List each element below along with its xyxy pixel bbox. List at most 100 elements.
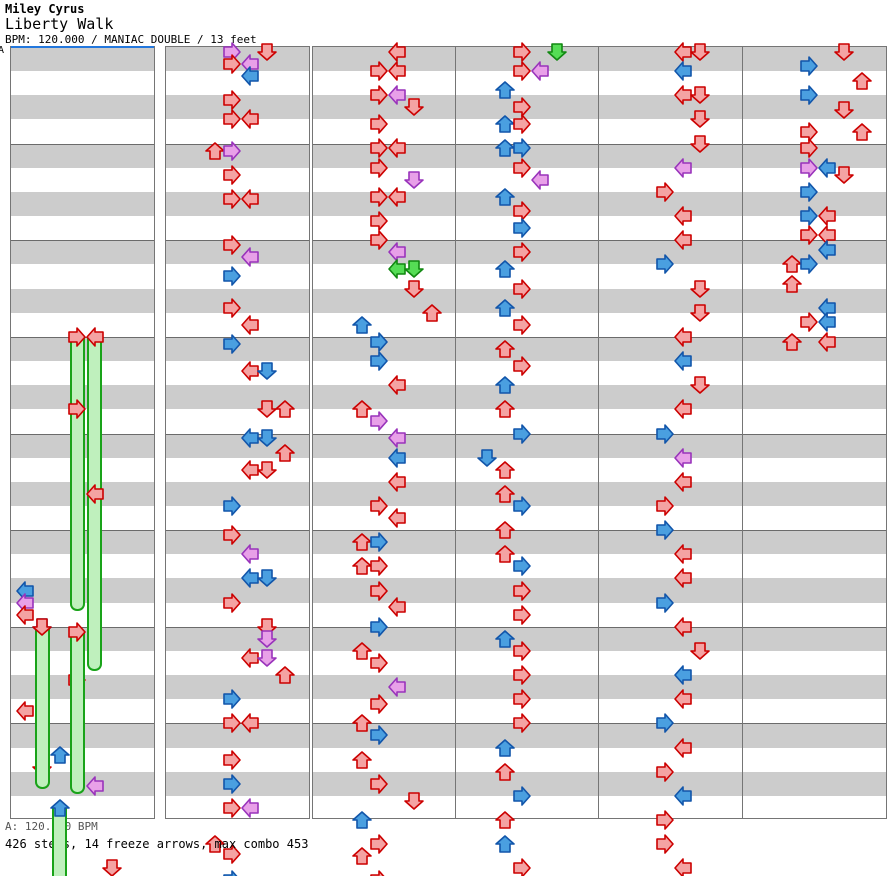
note-arrow-up[interactable] [274,664,296,686]
note-arrow-down[interactable] [101,857,123,876]
note-arrow-left[interactable] [239,360,261,382]
note-arrow-right[interactable] [221,164,243,186]
note-arrow-left[interactable] [672,326,694,348]
note-arrow-right[interactable] [511,96,533,118]
note-arrow-down[interactable] [689,41,711,63]
note-arrow-right[interactable] [368,350,390,372]
note-arrow-up[interactable] [494,113,516,135]
note-arrow-up[interactable] [351,845,373,867]
note-arrow-right[interactable] [368,693,390,715]
note-arrow-right[interactable] [221,869,243,876]
note-arrow-down[interactable] [833,99,855,121]
note-arrow-right[interactable] [368,60,390,82]
note-arrow-up[interactable] [351,314,373,336]
note-arrow-right[interactable] [368,616,390,638]
note-arrow-left[interactable] [239,65,261,87]
note-arrow-up[interactable] [274,398,296,420]
note-arrow-down[interactable] [689,640,711,662]
note-arrow-right[interactable] [368,833,390,855]
note-arrow-left[interactable] [239,459,261,481]
note-arrow-left[interactable] [239,108,261,130]
note-arrow-left[interactable] [672,688,694,710]
note-arrow-up[interactable] [351,809,373,831]
note-arrow-right[interactable] [798,224,820,246]
note-arrow-left[interactable] [672,41,694,63]
note-arrow-left[interactable] [816,205,838,227]
chart-column-5[interactable] [598,42,743,876]
note-arrow-right[interactable] [368,137,390,159]
note-arrow-right[interactable] [221,749,243,771]
freeze-arrow-body[interactable] [34,626,50,789]
note-arrow-right[interactable] [368,410,390,432]
note-arrow-left[interactable] [672,157,694,179]
note-arrow-down[interactable] [256,459,278,481]
note-arrow-right[interactable] [221,188,243,210]
note-arrow-right[interactable] [511,664,533,686]
note-arrow-left[interactable] [672,616,694,638]
note-arrow-left[interactable] [386,676,408,698]
note-arrow-down[interactable] [403,258,425,280]
note-arrow-down[interactable] [689,108,711,130]
note-arrow-left[interactable] [672,543,694,565]
note-arrow-left[interactable] [672,857,694,876]
note-arrow-up[interactable] [494,186,516,208]
note-arrow-left[interactable] [386,258,408,280]
note-arrow-left[interactable] [816,239,838,261]
note-arrow-right[interactable] [511,580,533,602]
note-arrow-left[interactable] [672,737,694,759]
note-arrow-down[interactable] [256,567,278,589]
note-arrow-right[interactable] [368,331,390,353]
note-arrow-right[interactable] [511,712,533,734]
freeze-arrow-body[interactable] [87,493,103,672]
note-arrow-up[interactable] [851,70,873,92]
note-arrow-left[interactable] [672,447,694,469]
note-arrow-down[interactable] [256,647,278,669]
note-arrow-down[interactable] [403,790,425,812]
note-arrow-left[interactable] [386,596,408,618]
note-arrow-right[interactable] [221,89,243,111]
note-arrow-left[interactable] [239,246,261,268]
note-arrow-right[interactable] [511,857,533,876]
note-arrow-right[interactable] [368,555,390,577]
note-arrow-left-freeze[interactable] [84,326,106,348]
note-arrow-left[interactable] [386,41,408,63]
note-arrow-right[interactable] [511,640,533,662]
note-arrow-right[interactable] [511,241,533,263]
note-arrow-right[interactable] [798,137,820,159]
note-arrow-left[interactable] [386,507,408,529]
note-arrow-right[interactable] [511,355,533,377]
note-arrow-right[interactable] [511,157,533,179]
note-arrow-right[interactable] [511,688,533,710]
note-arrow-right[interactable] [511,495,533,517]
note-arrow-down[interactable] [833,164,855,186]
note-arrow-left[interactable] [672,471,694,493]
note-arrow-left[interactable] [386,137,408,159]
note-arrow-up[interactable] [494,374,516,396]
note-arrow-right[interactable] [368,210,390,232]
note-arrow-right[interactable] [221,592,243,614]
note-arrow-up[interactable] [781,273,803,295]
note-arrow-down[interactable] [256,398,278,420]
note-arrow-down[interactable] [689,302,711,324]
note-arrow-right[interactable] [798,121,820,143]
note-arrow-left[interactable] [239,797,261,819]
note-arrow-up[interactable] [494,137,516,159]
note-arrow-right[interactable] [511,200,533,222]
note-arrow-right[interactable] [654,809,676,831]
note-arrow-up[interactable] [351,555,373,577]
note-arrow-up[interactable] [421,302,443,324]
note-arrow-left[interactable] [239,647,261,669]
note-arrow-up[interactable] [494,297,516,319]
note-arrow-up[interactable] [351,640,373,662]
note-arrow-left[interactable] [14,700,36,722]
note-arrow-down[interactable] [256,360,278,382]
note-arrow-up[interactable] [274,442,296,464]
chart-column-1[interactable]: A [0,46,155,876]
note-arrow-right[interactable] [221,234,243,256]
note-arrow-right[interactable] [221,108,243,130]
note-arrow-up[interactable] [494,628,516,650]
note-arrow-right[interactable] [221,265,243,287]
note-arrow-right[interactable] [221,843,243,865]
note-arrow-down[interactable] [689,84,711,106]
note-arrow-left[interactable] [672,229,694,251]
